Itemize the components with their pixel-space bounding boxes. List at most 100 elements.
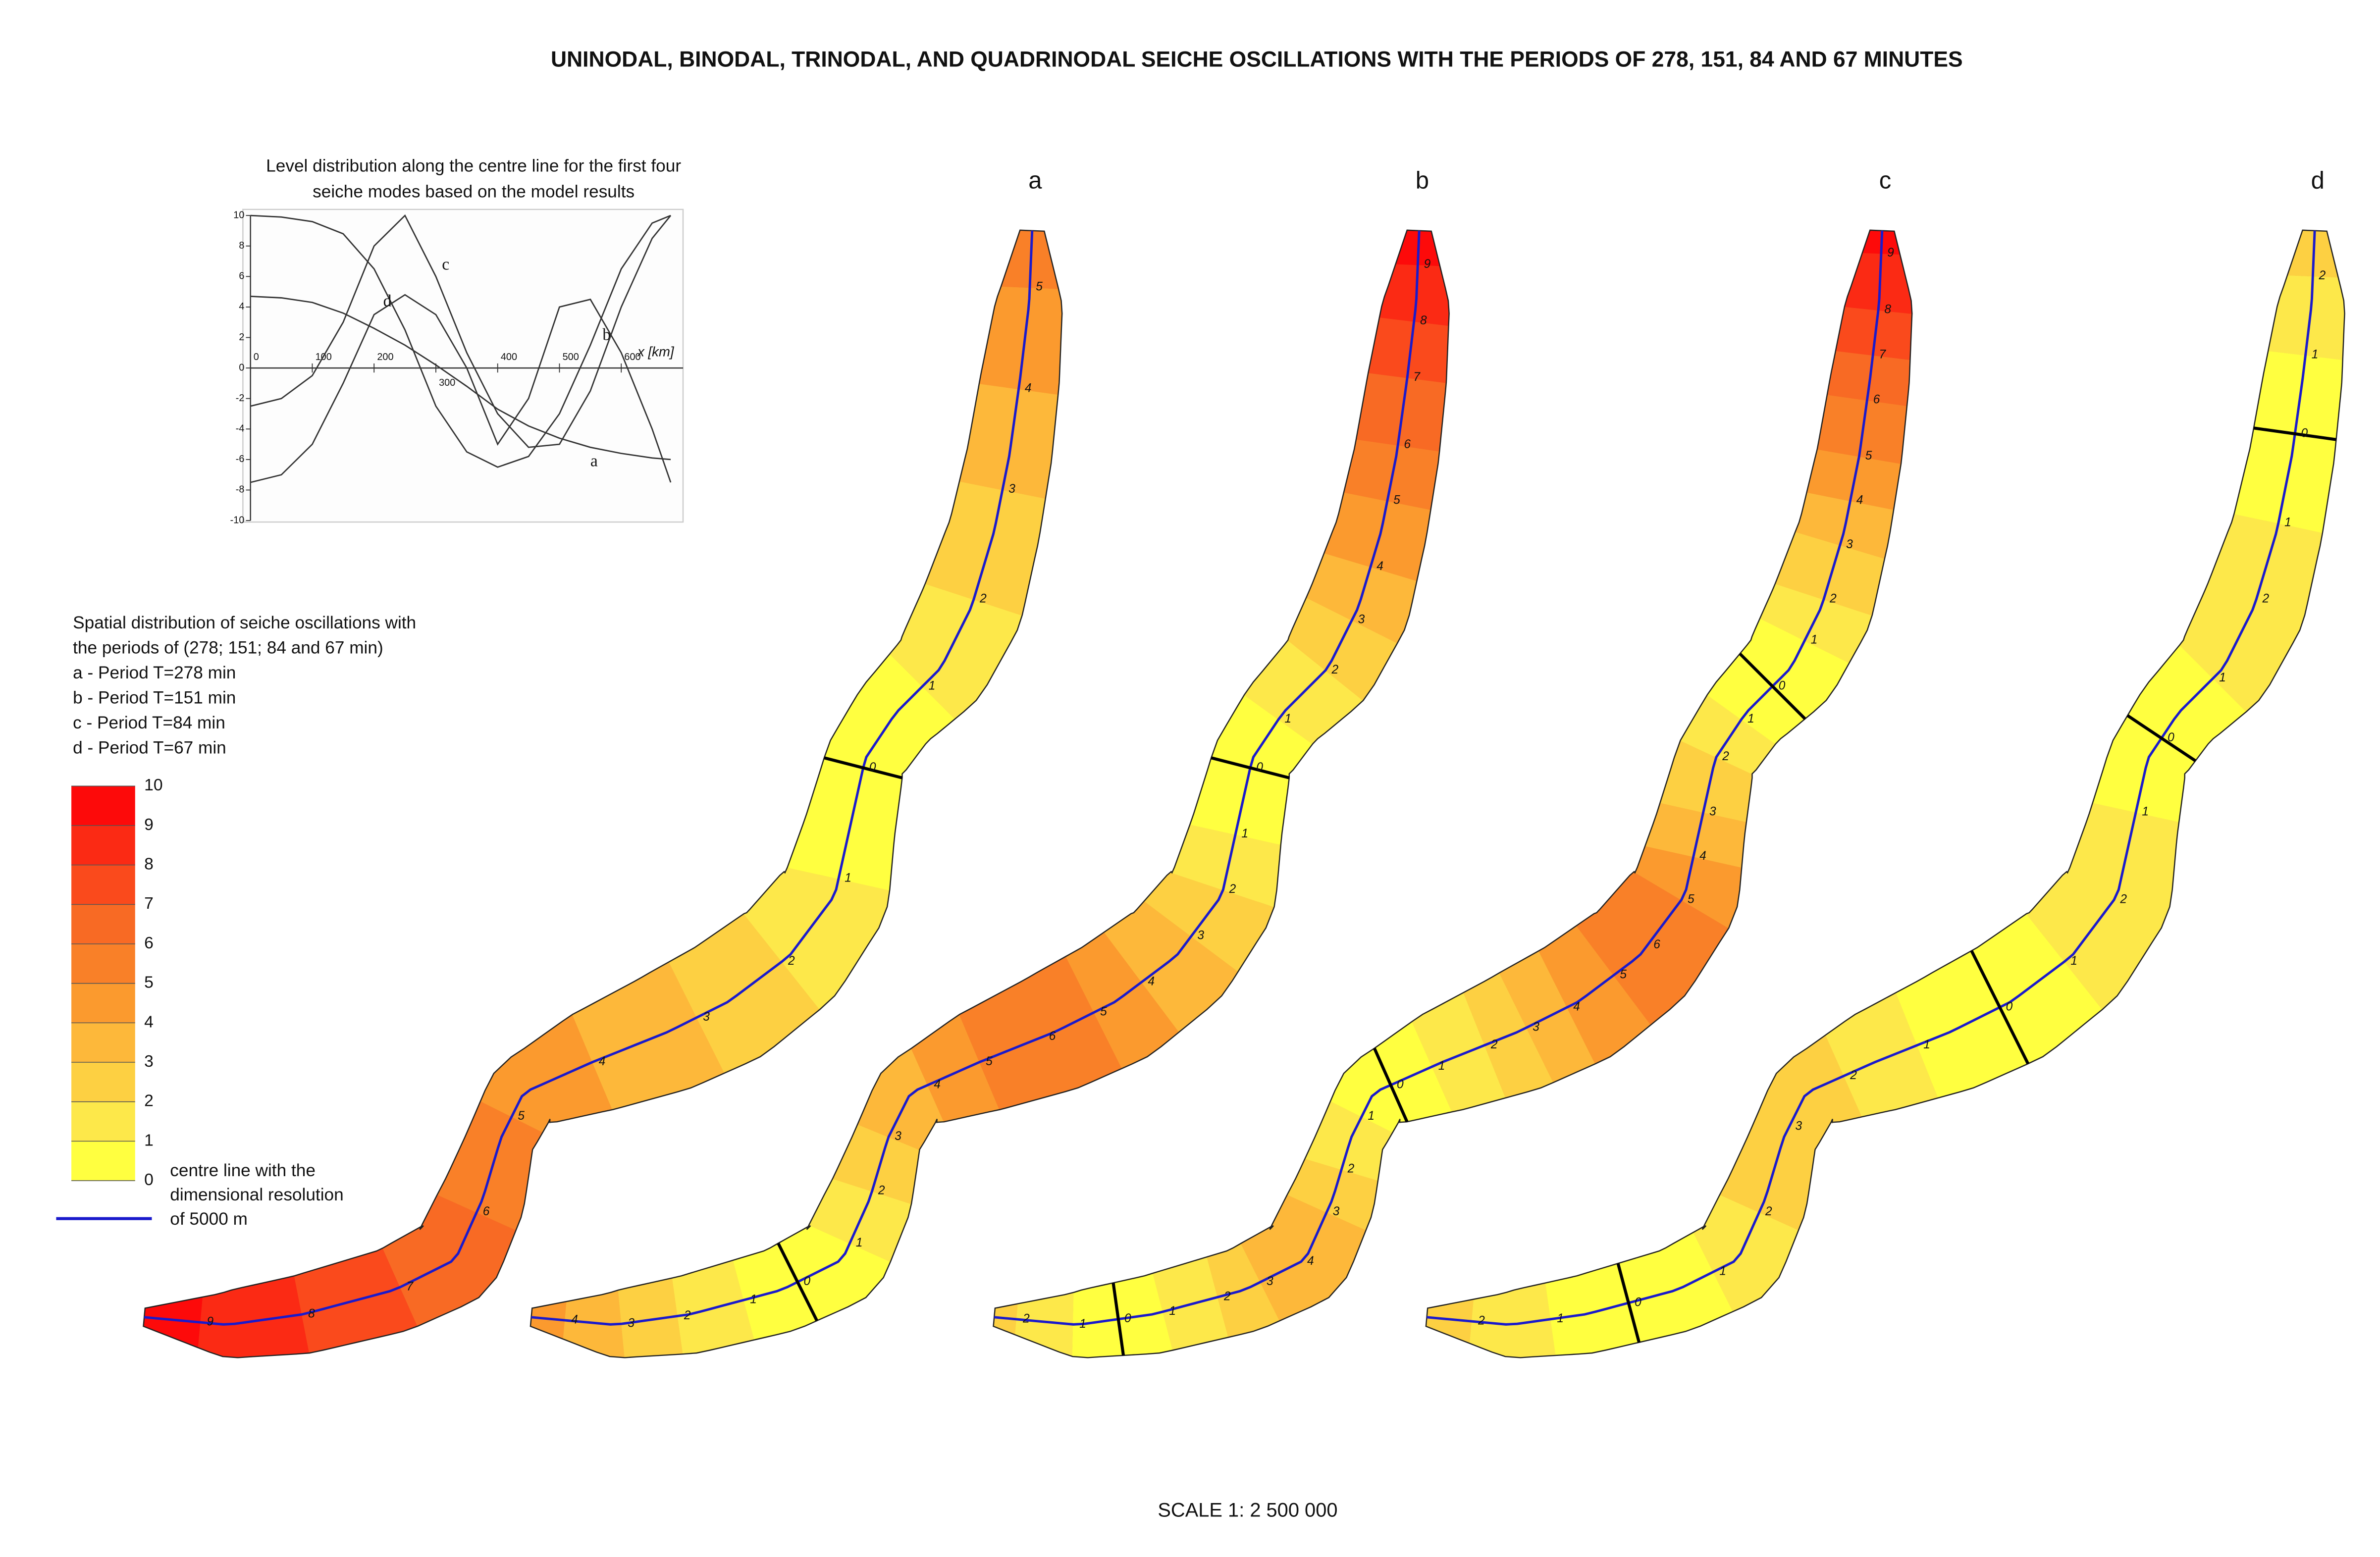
series-line xyxy=(250,294,672,483)
lake-panel: b 4 3 2 1 0 1 2 3 4 5 6 5 4 3 2 1 0 1 2 3 4 5 6 7 8 9 xyxy=(529,167,1450,1358)
series-line xyxy=(250,295,671,461)
centre-line xyxy=(994,230,1884,1326)
centre-line-label: 2 xyxy=(878,1184,885,1197)
centre-line-label: 3 xyxy=(703,1010,710,1024)
centre-line-label: 0 xyxy=(1256,761,1263,774)
y-tick-label: 10 xyxy=(233,209,244,220)
inset-title: seiche modes based on the model results xyxy=(313,182,635,201)
legend-centre-line-text: centre line with the xyxy=(170,1161,316,1180)
centre-line-label: 8 xyxy=(1420,314,1427,327)
y-tick-label: -8 xyxy=(236,484,245,495)
centre-line-label: 9 xyxy=(1424,258,1431,271)
nodal-line xyxy=(1970,950,2030,1065)
centre-line-label: 2 xyxy=(1490,1038,1498,1051)
centre-line-label: 6 xyxy=(1049,1030,1056,1043)
centre-line-label: 5 xyxy=(1688,892,1694,906)
centre-line-label: 6 xyxy=(1653,938,1660,951)
centre-line-label: 6 xyxy=(1404,438,1411,451)
legend-swatch xyxy=(71,944,135,984)
lake-shore xyxy=(993,229,1913,1358)
scale-label: SCALE 1: 2 500 000 xyxy=(1158,1500,1337,1521)
centre-line-label: 4 xyxy=(1573,1000,1580,1013)
centre-line-label: 1 xyxy=(1923,1038,1930,1051)
legend-level: 5 xyxy=(144,973,154,992)
centre-line-label: 0 xyxy=(1635,1296,1641,1309)
centre-line-label: 4 xyxy=(1856,494,1863,507)
centre-line-label: 1 xyxy=(929,679,936,692)
centre-line-label: 0 xyxy=(1779,679,1786,692)
nodal-line xyxy=(777,1243,819,1322)
nodal-line xyxy=(824,756,903,779)
centre-line-label: 1 xyxy=(1438,1059,1445,1073)
centre-line-label: 1 xyxy=(1368,1109,1375,1123)
centre-line-label: 1 xyxy=(2284,516,2291,529)
y-tick-label: 8 xyxy=(239,240,244,251)
nodal-line xyxy=(2126,714,2197,762)
legend-level: 2 xyxy=(144,1091,154,1110)
legend-text: c - Period T=84 min xyxy=(73,713,225,732)
centre-line-label: 1 xyxy=(845,872,851,885)
centre-line-label: 2 xyxy=(1765,1205,1772,1218)
centre-line xyxy=(1427,230,2316,1326)
centre-line-label: 4 xyxy=(1376,560,1383,573)
legend-swatch xyxy=(71,904,135,944)
legend-centre-line-text: of 5000 m xyxy=(170,1209,248,1229)
centre-line-label: 2 xyxy=(1022,1312,1030,1325)
centre-line-label: 1 xyxy=(2142,805,2149,818)
centre-line-label: 3 xyxy=(1008,482,1015,496)
legend-level: 6 xyxy=(144,934,154,952)
centre-line-label: 0 xyxy=(2006,1000,2013,1013)
legend-swatch xyxy=(71,786,135,826)
centre-line-label: 4 xyxy=(1148,975,1155,988)
centre-line-label: 5 xyxy=(986,1055,993,1068)
centre-line-label: 0 xyxy=(1397,1078,1404,1091)
centre-line-label: 4 xyxy=(1699,849,1706,863)
nodal-line xyxy=(1211,756,1290,779)
centre-line-label: 2 xyxy=(1478,1314,1485,1328)
centre-line-label: 3 xyxy=(1796,1120,1802,1133)
figure-title: UNINODAL, BINODAL, TRINODAL, AND QUADRIN… xyxy=(551,47,1963,71)
centre-line-label: 2 xyxy=(1347,1162,1355,1176)
centre-line-label: 2 xyxy=(1722,750,1729,763)
legend-level: 1 xyxy=(144,1131,154,1149)
centre-line-label: 2 xyxy=(1829,592,1837,606)
series-label: d xyxy=(383,292,392,311)
legend-level: 9 xyxy=(144,815,154,834)
centre-line-label: 0 xyxy=(2301,426,2308,440)
centre-line-label: 4 xyxy=(934,1078,941,1091)
inset-frame xyxy=(242,208,684,523)
legend-swatch xyxy=(71,1062,135,1102)
centre-line-label: 1 xyxy=(1811,633,1818,647)
legend-swatch xyxy=(71,1141,135,1181)
x-tick-label: 600 xyxy=(624,352,640,363)
centre-line-label: 2 xyxy=(684,1309,691,1322)
y-tick-label: 4 xyxy=(239,301,244,312)
centre-line-label: 2 xyxy=(1223,1290,1231,1303)
centre-line xyxy=(531,230,1421,1326)
centre-line-label: 3 xyxy=(1709,805,1716,818)
legend-level: 4 xyxy=(144,1012,154,1031)
centre-line-label: 0 xyxy=(1124,1312,1131,1325)
series-line xyxy=(250,214,671,468)
nodal-line xyxy=(2253,426,2336,441)
centre-line-label: 4 xyxy=(571,1313,578,1327)
panel-letter: d xyxy=(2311,167,2325,194)
centre-line-label: 5 xyxy=(1620,968,1627,982)
y-tick-label: 0 xyxy=(239,362,244,373)
centre-line-label: 1 xyxy=(1169,1304,1176,1318)
y-tick-label: -10 xyxy=(230,515,245,525)
x-tick-label: 400 xyxy=(501,352,517,363)
panel-letter: a xyxy=(1028,167,1042,194)
legend-swatch xyxy=(71,983,135,1023)
centre-line-label: 1 xyxy=(2070,954,2077,968)
x-tick-label: 500 xyxy=(563,352,579,363)
centre-line-label: 7 xyxy=(1413,370,1421,384)
legend-level: 7 xyxy=(144,894,154,913)
centre-line-label: 1 xyxy=(1241,827,1248,840)
x-tick-label: 200 xyxy=(377,352,393,363)
centre-line-label: 3 xyxy=(628,1317,635,1330)
y-tick-label: 2 xyxy=(239,332,244,343)
